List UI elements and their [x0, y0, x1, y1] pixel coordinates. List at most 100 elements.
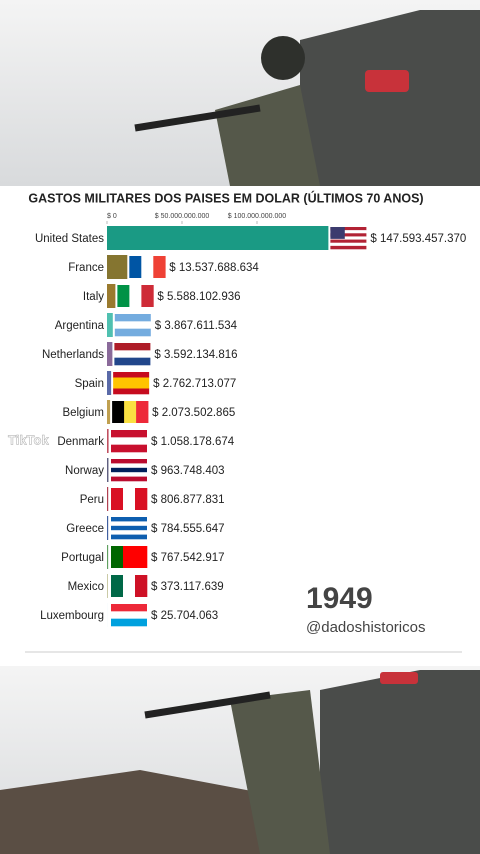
flag-stripe	[111, 525, 147, 531]
flag-stripe	[112, 401, 125, 423]
bar	[107, 371, 112, 395]
flag-canton	[330, 227, 345, 239]
bar	[107, 313, 113, 337]
x-tick-label: $ 0	[107, 213, 117, 220]
flag-stripe	[135, 488, 148, 510]
bar	[107, 284, 116, 308]
chart-title: GASTOS MILITARES DOS PAISES EM DOLAR (ÚL…	[28, 190, 423, 205]
value-label: $ 767.542.917	[151, 552, 225, 564]
x-tick-label: $ 100.000.000.000	[228, 213, 286, 220]
flag-stripe	[113, 388, 150, 395]
bar	[107, 226, 329, 250]
flag-stripe	[113, 383, 150, 389]
category-label: Peru	[80, 494, 104, 506]
category-label: Argentina	[55, 320, 105, 332]
flag-stripe	[111, 476, 147, 482]
value-label: $ 147.593.457.370	[370, 233, 466, 245]
bar	[107, 342, 113, 366]
value-label: $ 3.592.134.816	[154, 349, 237, 361]
chart-panel	[0, 186, 480, 666]
value-label: $ 25.704.063	[151, 610, 218, 622]
category-label: Mexico	[68, 581, 104, 593]
flag-stripe	[330, 245, 367, 250]
category-label: Denmark	[57, 436, 104, 448]
value-label: $ 3.867.611.534	[155, 320, 238, 332]
value-label: $ 373.117.639	[151, 581, 224, 593]
flag-stripe	[129, 285, 142, 307]
flag-stripe	[135, 546, 148, 568]
top-photo	[0, 0, 480, 186]
value-label: $ 2.073.502.865	[152, 407, 235, 419]
value-label: $ 5.588.102.936	[157, 291, 240, 303]
flag-stripe	[111, 618, 147, 627]
flag-stripe	[123, 488, 136, 510]
flag-stripe	[113, 377, 150, 384]
category-label: United States	[35, 233, 104, 245]
flag-stripe	[111, 530, 147, 535]
x-tick-label: $ 50.000.000.000	[155, 213, 210, 220]
flag-stripe	[111, 430, 147, 438]
category-label: Norway	[65, 465, 104, 477]
flag-stripe	[330, 230, 367, 234]
flag-stripe	[114, 321, 151, 329]
flag-stripe	[111, 437, 147, 445]
value-label: $ 784.555.647	[151, 523, 225, 535]
flag-stripe	[111, 517, 147, 522]
category-label: Spain	[75, 378, 104, 390]
flag-stripe	[111, 575, 124, 597]
flag-stripe	[111, 611, 147, 619]
flag-stripe	[117, 285, 130, 307]
flag-stripe	[111, 488, 124, 510]
flag-stripe	[129, 256, 142, 278]
flag-stripe	[111, 534, 147, 540]
bar	[107, 516, 109, 540]
handle-label: @dadoshistoricos	[306, 619, 425, 636]
flag-stripe	[111, 444, 147, 453]
bar	[107, 400, 111, 424]
watermark: TikTok	[8, 432, 49, 447]
category-label: France	[68, 262, 104, 274]
category-label: Portugal	[61, 552, 104, 564]
flag-stripe	[114, 343, 151, 351]
flag-stripe	[111, 472, 147, 477]
flag-stripe	[141, 256, 154, 278]
flag-stripe	[124, 401, 137, 423]
category-label: Greece	[66, 523, 104, 535]
year-label: 1949	[306, 582, 373, 615]
bar	[107, 458, 109, 482]
flag-stripe	[136, 401, 149, 423]
bar	[107, 487, 109, 511]
flag-stripe	[330, 236, 367, 240]
value-label: $ 2.762.713.077	[153, 378, 236, 390]
flag-stripe	[114, 328, 151, 337]
bar	[107, 429, 109, 453]
flag-stripe	[111, 546, 124, 568]
flag-stripe	[330, 242, 367, 247]
flag-stripe	[111, 521, 147, 527]
flag-stripe	[111, 459, 147, 464]
flag-stripe	[123, 575, 136, 597]
flag-stripe	[111, 467, 147, 473]
flag-stripe	[123, 546, 136, 568]
flag-stripe	[330, 233, 367, 237]
category-label: Belgium	[62, 407, 104, 419]
value-label: $ 1.058.178.674	[151, 436, 235, 448]
flag-stripe	[111, 463, 147, 469]
flag-stripe	[330, 239, 367, 244]
value-label: $ 806.877.831	[151, 494, 225, 506]
flag-stripe	[141, 285, 154, 307]
bar	[107, 545, 109, 569]
category-label: Luxembourg	[40, 610, 104, 622]
bar	[107, 255, 128, 279]
flag-stripe	[153, 256, 166, 278]
value-label: $ 963.748.403	[151, 465, 225, 477]
flag-stripe	[114, 350, 151, 358]
flag-stripe	[114, 314, 151, 322]
category-label: Netherlands	[42, 349, 104, 361]
flag-stripe	[135, 575, 148, 597]
bottom-photo	[0, 666, 480, 854]
value-label: $ 13.537.688.634	[169, 262, 259, 274]
flag-stripe	[330, 227, 367, 231]
flag-stripe	[113, 372, 150, 378]
